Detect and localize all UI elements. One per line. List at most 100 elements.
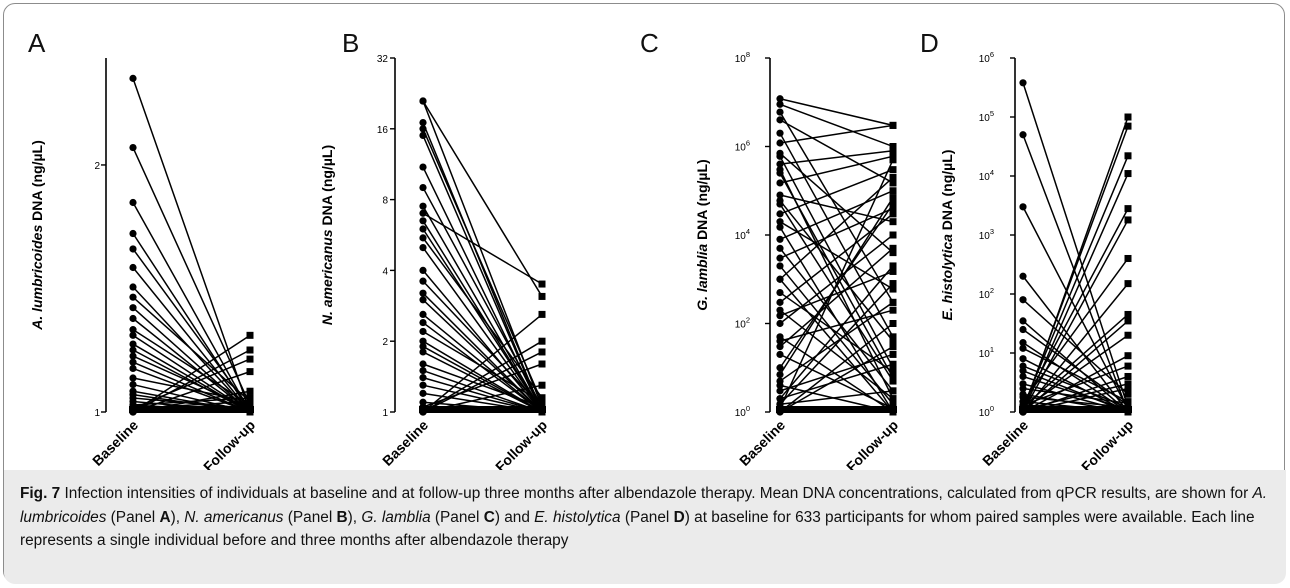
baseline-point	[419, 342, 427, 351]
followup-point	[1124, 399, 1132, 407]
y-tick-label: 104	[979, 168, 994, 183]
series-line	[132, 361, 251, 413]
followup-point	[538, 280, 546, 288]
followup-point	[1124, 385, 1132, 393]
caption-species-b: N. americanus	[184, 508, 284, 526]
baseline-point	[419, 310, 427, 319]
caption-text: ) and	[494, 508, 535, 526]
series-line	[779, 150, 894, 165]
followup-point	[889, 320, 897, 327]
caption-panel-ref-b: B	[336, 508, 348, 526]
series-line	[422, 351, 543, 413]
baseline-point	[129, 340, 137, 348]
followup-point	[538, 348, 546, 356]
followup-point	[538, 337, 546, 345]
baseline-point	[129, 293, 137, 301]
followup-point	[889, 244, 897, 252]
y-tick-label: 2	[382, 337, 388, 348]
series-line	[779, 207, 894, 259]
series-line	[132, 397, 251, 406]
caption-species-c: G. lamblia	[361, 508, 431, 526]
y-tick-label: 106	[979, 50, 994, 65]
baseline-point	[776, 218, 784, 226]
baseline-point	[776, 179, 784, 187]
followup-point	[1124, 205, 1132, 213]
baseline-point	[419, 381, 427, 389]
followup-point	[889, 285, 897, 293]
baseline-point	[776, 191, 784, 199]
x-category-label: Follow-up	[492, 417, 550, 470]
series-line	[779, 155, 894, 184]
baseline-point	[129, 143, 137, 152]
series-line	[779, 119, 894, 184]
followup-point	[889, 210, 897, 218]
baseline-point	[776, 129, 784, 137]
y-tick-label: 102	[735, 316, 750, 331]
series-line	[422, 280, 543, 408]
dense-floor-band	[1019, 406, 1132, 413]
series-line	[422, 292, 543, 413]
baseline-point	[776, 306, 784, 314]
y-tick-label: 106	[735, 139, 750, 154]
baseline-point	[419, 337, 427, 345]
series-line	[1022, 334, 1129, 411]
series-line	[422, 228, 543, 413]
followup-point	[889, 231, 897, 239]
followup-point	[889, 377, 897, 385]
baseline-point	[419, 389, 427, 397]
series-line	[132, 370, 251, 413]
followup-point	[889, 400, 897, 408]
baseline-point	[776, 350, 784, 359]
followup-point	[1124, 362, 1132, 370]
series-line	[132, 78, 251, 413]
series-line	[1022, 355, 1129, 413]
baseline-point	[129, 380, 137, 389]
followup-point	[889, 262, 897, 270]
baseline-point	[419, 209, 427, 217]
caption-text: (Panel	[620, 508, 674, 526]
series-line	[132, 377, 251, 403]
baseline-point	[776, 235, 784, 243]
baseline-point	[1019, 384, 1027, 393]
panel-d: D 100 101 102 103 104 105 106 E. histolytica DNA…	[920, 28, 1136, 470]
x-category-label: Baseline	[979, 417, 1031, 469]
x-category-label: Baseline	[89, 417, 141, 469]
followup-point	[538, 394, 546, 402]
baseline-point	[419, 348, 427, 356]
baseline-point	[129, 314, 137, 323]
series-line	[1022, 283, 1129, 413]
baseline-point	[1019, 272, 1027, 280]
followup-point	[889, 143, 897, 150]
baseline-point	[129, 229, 137, 238]
series-line	[779, 265, 894, 405]
followup-point	[246, 368, 254, 376]
baseline-point	[1019, 317, 1027, 325]
series-line	[779, 309, 894, 342]
series-line	[132, 328, 251, 406]
followup-point	[889, 147, 897, 155]
followup-point	[1124, 122, 1132, 130]
baseline-point	[419, 277, 427, 285]
baseline-point	[1019, 325, 1027, 334]
series-line	[1022, 208, 1129, 406]
series-line	[779, 152, 894, 254]
followup-point	[889, 152, 897, 160]
y-tick-label: 104	[735, 227, 750, 242]
series-line	[779, 265, 894, 400]
x-category-label: Follow-up	[843, 417, 901, 470]
followup-point	[889, 267, 897, 275]
series-line	[779, 98, 894, 127]
followup-point	[889, 350, 897, 358]
followup-point	[889, 395, 897, 403]
y-tick-label: 1	[94, 408, 100, 419]
y-axis-label: E. histolytica DNA (ng/µL)	[939, 150, 955, 321]
series-line	[1022, 383, 1129, 411]
followup-point	[889, 249, 897, 257]
baseline-point	[1019, 367, 1027, 375]
y-tick-label: 100	[735, 404, 750, 419]
series-line	[779, 159, 894, 409]
followup-point	[1124, 310, 1132, 318]
y-axis-label: N. americanus DNA (ng/µL)	[319, 145, 335, 325]
caption-text: ) at baseline for 633 participants for w…	[20, 508, 1255, 550]
series-line	[779, 247, 894, 348]
